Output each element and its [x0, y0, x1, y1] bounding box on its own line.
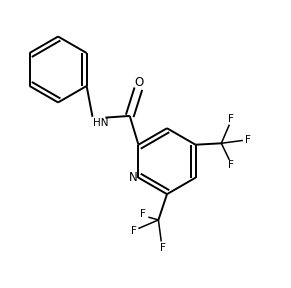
- Text: F: F: [160, 243, 166, 253]
- Text: F: F: [228, 115, 234, 124]
- Text: HN: HN: [93, 118, 109, 128]
- Text: F: F: [245, 135, 251, 145]
- Text: O: O: [135, 76, 144, 89]
- Text: F: F: [131, 226, 137, 236]
- Text: F: F: [228, 160, 234, 170]
- Text: N: N: [129, 170, 138, 184]
- Text: F: F: [140, 209, 146, 219]
